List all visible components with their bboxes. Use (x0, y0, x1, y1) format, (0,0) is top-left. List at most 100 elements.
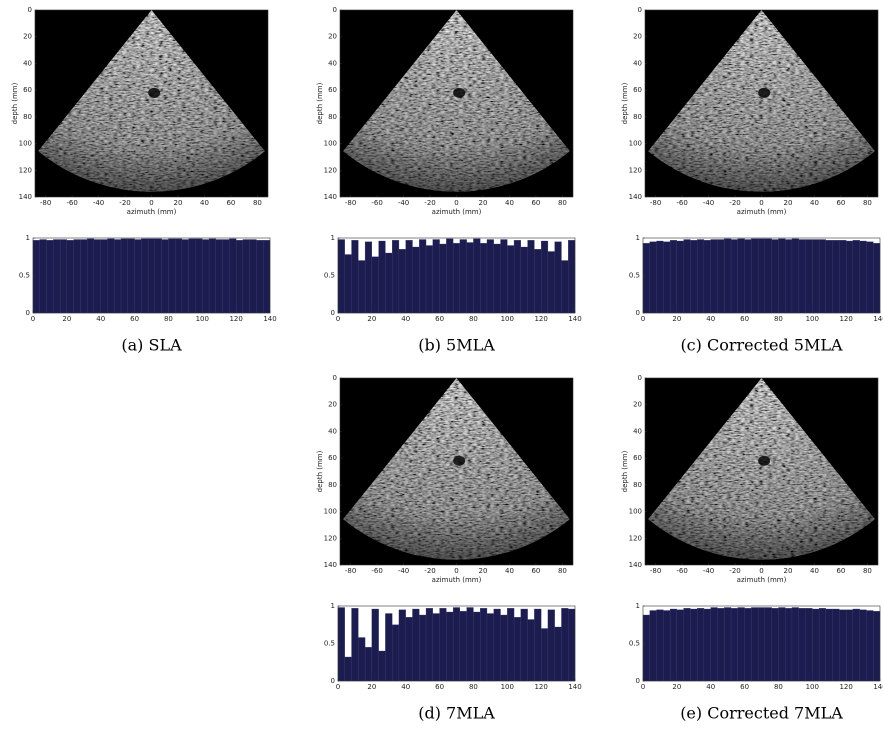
bar (710, 239, 718, 314)
bar (642, 614, 650, 682)
x-tick-label: 0 (759, 199, 763, 207)
x-tick-label: 60 (836, 199, 845, 207)
bar (649, 241, 657, 314)
bar (39, 239, 47, 314)
bar (385, 613, 393, 682)
bar (798, 239, 806, 314)
x-tick-label: 120 (534, 315, 547, 323)
y-tick-label: 80 (633, 113, 642, 121)
x-tick-label: -60 (66, 199, 77, 207)
bar (757, 238, 766, 314)
bar (425, 608, 433, 682)
x-tick-label: 40 (810, 567, 819, 575)
bar (520, 608, 528, 682)
y-tick-label: 120 (324, 166, 337, 174)
bar (215, 239, 223, 314)
bar (202, 239, 210, 314)
ultrasound-shade (648, 378, 875, 560)
x-tick-label: -40 (398, 567, 409, 575)
x-tick-label: 120 (839, 683, 852, 691)
x-tick-label: 60 (836, 567, 845, 575)
y-tick-label: 100 (629, 140, 642, 148)
bar (561, 260, 569, 314)
bar (656, 609, 664, 682)
x-tick-label: 140 (263, 315, 276, 323)
y-tick-label: 60 (328, 454, 337, 462)
x-axis-label: azimuth (mm) (737, 576, 787, 584)
caption: (b) 5MLA (418, 336, 495, 355)
bar (364, 647, 373, 682)
x-tick-label: 20 (672, 315, 681, 323)
y-tick-label: 80 (23, 113, 32, 121)
x-tick-label: 40 (401, 683, 410, 691)
bar (378, 240, 386, 314)
x-tick-label: 140 (568, 683, 581, 691)
x-tick-label: 60 (531, 567, 540, 575)
y-tick-label: 0.5 (19, 272, 30, 280)
y-axis-label: depth (mm) (11, 82, 19, 124)
y-tick-label: 0 (28, 6, 32, 14)
x-tick-label: -40 (703, 567, 714, 575)
bar (337, 239, 345, 314)
bar (446, 238, 454, 314)
y-tick-label: 140 (324, 193, 337, 201)
bar (669, 608, 678, 682)
y-tick-label: 0 (638, 374, 642, 382)
x-tick-label: 100 (806, 315, 819, 323)
bar (195, 238, 203, 314)
x-tick-label: -80 (650, 199, 661, 207)
bar (683, 608, 691, 682)
x-tick-label: -20 (424, 199, 435, 207)
bar (114, 239, 122, 314)
x-tick-label: -40 (703, 199, 714, 207)
x-tick-label: 100 (501, 683, 514, 691)
bar (486, 613, 494, 682)
ultrasound-shade (343, 378, 570, 560)
bar (344, 656, 352, 682)
x-tick-label: 20 (479, 199, 488, 207)
y-tick-label: 100 (629, 508, 642, 516)
x-tick-label: -20 (729, 567, 740, 575)
bar (419, 614, 427, 682)
bar (432, 239, 440, 314)
x-tick-label: 40 (706, 315, 715, 323)
x-axis-label: azimuth (mm) (737, 208, 787, 216)
x-tick-label: 40 (96, 315, 105, 323)
bar (452, 243, 461, 314)
y-tick-label: 60 (23, 86, 32, 94)
bar (663, 610, 671, 682)
y-tick-label: 80 (328, 481, 337, 489)
bar (87, 238, 95, 314)
bar (778, 607, 786, 682)
bar (46, 240, 54, 314)
bar (866, 241, 874, 314)
bar (751, 607, 759, 682)
caption: (c) Corrected 5MLA (680, 336, 843, 355)
x-tick-label: 40 (505, 567, 514, 575)
x-tick-label: 40 (200, 199, 209, 207)
bar (222, 239, 230, 314)
bar (412, 608, 420, 682)
bar (676, 240, 684, 314)
bar (351, 240, 359, 314)
bar (730, 608, 738, 682)
bar (534, 608, 542, 682)
cyst (453, 87, 466, 98)
x-tick-label: 80 (469, 683, 478, 691)
bar (764, 238, 772, 314)
bar (344, 254, 352, 314)
bar (507, 608, 515, 682)
x-tick-label: 140 (568, 315, 581, 323)
y-axis-label: depth (mm) (316, 450, 324, 492)
bar (825, 608, 833, 682)
y-tick-label: 0.5 (629, 640, 640, 648)
bar (412, 246, 420, 314)
x-tick-label: 100 (196, 315, 209, 323)
bar (859, 609, 867, 682)
bar (771, 608, 779, 682)
y-tick-label: 40 (328, 427, 337, 435)
bar (717, 239, 725, 314)
y-tick-label: 120 (629, 166, 642, 174)
bar (832, 240, 840, 314)
